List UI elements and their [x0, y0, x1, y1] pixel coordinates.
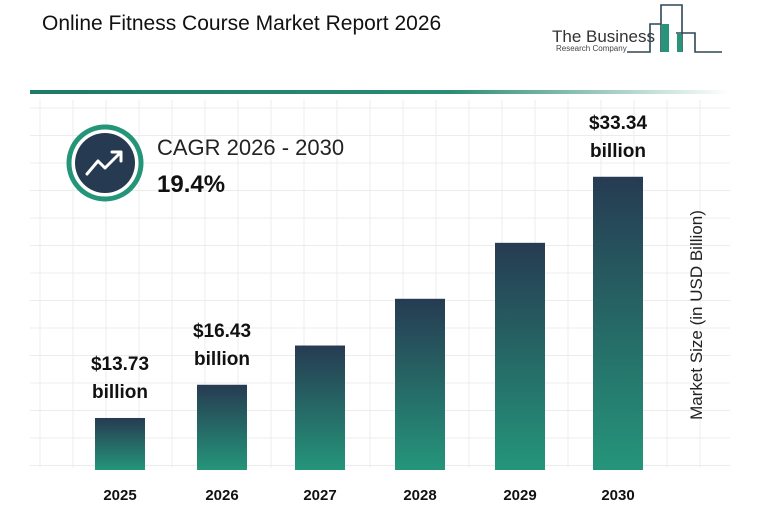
logo-line2: Research Company — [556, 44, 627, 53]
cagr-badge: CAGR 2026 - 2030 19.4% — [66, 124, 344, 202]
x-tick-label: 2025 — [103, 487, 136, 504]
data-label-unit: billion — [194, 349, 250, 370]
data-label-unit: billion — [92, 382, 148, 403]
x-tick-label: 2026 — [205, 487, 238, 504]
bar-2027 — [295, 345, 345, 470]
data-label-unit: billion — [590, 141, 646, 162]
header-divider — [30, 90, 730, 94]
data-label-value: $13.73 — [91, 354, 149, 375]
x-tick-label: 2029 — [503, 487, 536, 504]
bar-2028 — [395, 298, 445, 470]
data-label-value: $33.34 — [589, 113, 648, 134]
x-tick-label: 2027 — [303, 487, 336, 504]
page-title: Online Fitness Course Market Report 2026 — [42, 12, 442, 35]
bar-2029 — [495, 242, 545, 470]
data-label-value: $16.43 — [193, 321, 251, 342]
x-tick-label: 2030 — [601, 487, 634, 504]
x-tick-label: 2028 — [403, 487, 436, 504]
bar-2026 — [197, 384, 247, 470]
logo: The Business Research Company — [552, 4, 722, 53]
bar-2025 — [95, 417, 145, 470]
cagr-label: CAGR 2026 - 2030 — [157, 135, 344, 160]
trend-up-icon — [75, 133, 135, 193]
logo-line1: The Business — [552, 27, 655, 46]
y-axis-label: Market Size (in USD Billion) — [687, 210, 706, 420]
bar-2030 — [593, 176, 643, 470]
cagr-value: 19.4% — [157, 171, 225, 198]
